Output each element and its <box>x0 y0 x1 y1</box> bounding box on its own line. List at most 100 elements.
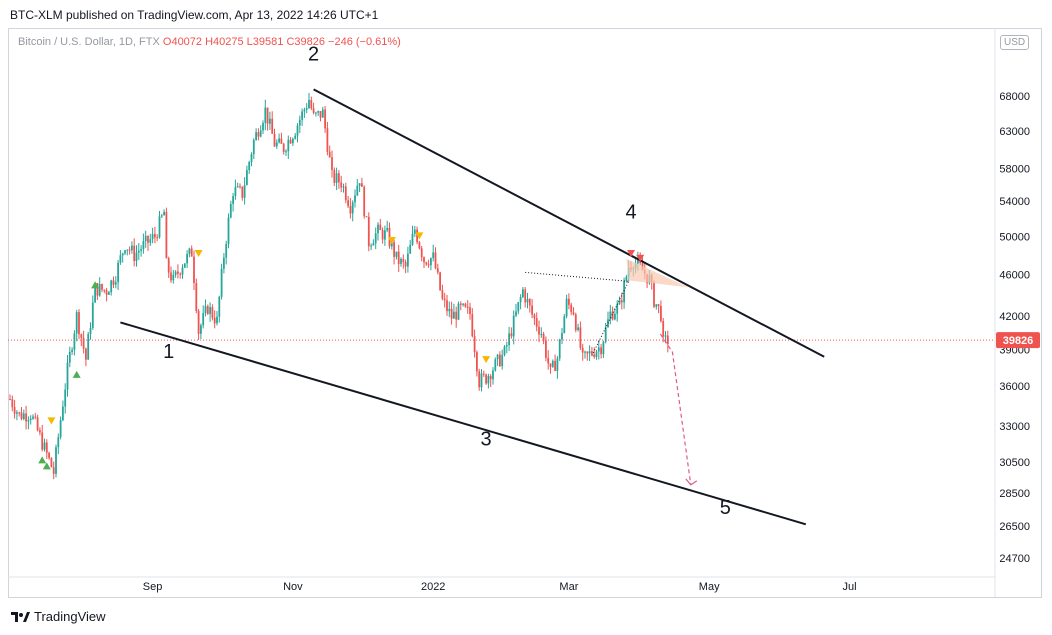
candle-body <box>296 125 299 136</box>
candle-body <box>402 258 405 263</box>
candle-body <box>41 432 44 450</box>
candle-body <box>186 253 188 264</box>
candle-body <box>436 268 439 273</box>
candle-body <box>489 375 492 380</box>
candle-body <box>572 312 575 315</box>
candle-body <box>533 314 536 319</box>
candle-body <box>36 417 39 431</box>
y-tick-label: 26500 <box>999 521 1030 533</box>
candle-body <box>213 317 216 324</box>
candle-body <box>167 258 170 273</box>
candle-body <box>515 311 517 316</box>
candle-body <box>202 312 205 326</box>
candle-body <box>443 298 446 301</box>
y-tick-label: 46000 <box>999 269 1030 281</box>
candle-body <box>395 251 398 257</box>
candle-body <box>317 111 320 113</box>
upper-trendline <box>313 88 825 358</box>
candle-body <box>144 235 147 241</box>
candle-body <box>124 250 126 254</box>
candle-body <box>381 230 384 240</box>
candle-body <box>269 118 271 124</box>
candle-body <box>370 245 372 247</box>
candle-body <box>623 280 625 303</box>
candle-body <box>43 442 46 450</box>
candle-body <box>278 138 280 143</box>
candle-body <box>565 298 568 317</box>
candle-body <box>264 107 267 123</box>
candle-body <box>448 308 451 312</box>
candle-body <box>9 399 11 401</box>
candle-body <box>312 108 315 113</box>
y-tick-label: 33000 <box>999 421 1030 433</box>
x-tick-label: Mar <box>559 581 578 593</box>
candle-body <box>82 337 85 349</box>
candle-body <box>577 327 579 331</box>
candle-body <box>372 243 375 246</box>
candle-body <box>595 351 598 357</box>
candle-body <box>593 354 596 357</box>
y-tick-label: 58000 <box>999 164 1030 176</box>
candle-body <box>94 283 96 303</box>
candle-body <box>324 109 326 129</box>
signal-marker-icon <box>47 417 56 425</box>
candle-body <box>89 327 92 335</box>
candle-body <box>540 333 543 335</box>
candle-body <box>119 255 122 263</box>
candle-body <box>232 196 234 204</box>
chart-frame <box>8 28 1042 598</box>
candle-body <box>510 333 513 337</box>
candle-body <box>535 318 538 327</box>
candle-body <box>177 271 179 274</box>
candle-body <box>188 248 191 254</box>
triangle-fill <box>626 258 689 288</box>
wave-label: 2 <box>308 44 319 66</box>
candle-body <box>655 304 658 307</box>
candle-body <box>568 298 570 305</box>
candle-body <box>616 304 619 314</box>
candle-body <box>441 290 444 299</box>
candle-body <box>653 282 655 307</box>
candle-body <box>499 354 501 367</box>
candle-body <box>18 412 21 414</box>
candle-body <box>71 349 73 352</box>
candle-body <box>400 258 402 264</box>
candle-body <box>618 300 621 305</box>
candle-body <box>485 374 487 384</box>
candle-body <box>179 273 182 275</box>
candle-body <box>476 352 478 372</box>
candle-body <box>657 304 660 306</box>
candle-body <box>225 243 228 258</box>
wave-label: 4 <box>625 201 636 223</box>
candle-body <box>246 170 248 186</box>
candle-body <box>91 302 94 328</box>
currency-button[interactable]: USD <box>1000 35 1030 50</box>
candle-body <box>367 216 370 247</box>
candle-body <box>303 109 306 112</box>
candle-body <box>390 242 393 247</box>
candle-body <box>257 132 260 137</box>
candle-body <box>427 264 430 266</box>
candle-body <box>227 217 230 244</box>
candle-body <box>216 316 218 324</box>
candle-body <box>547 357 550 364</box>
candle-body <box>462 303 464 305</box>
candle-body <box>384 230 386 240</box>
dotted-support-line <box>591 281 630 356</box>
candle-body <box>439 272 441 291</box>
y-tick-label: 30500 <box>999 457 1030 469</box>
candle-body <box>110 280 113 293</box>
ohlc-values: O40072 H40275 L39581 C39826 −246 (−0.61%… <box>162 36 401 48</box>
candle-body <box>87 334 90 360</box>
candle-body <box>602 341 605 355</box>
y-tick-label: 63000 <box>999 126 1030 138</box>
candle-body <box>62 406 64 421</box>
wave-label: 3 <box>481 429 492 451</box>
candle-body <box>133 245 136 262</box>
x-tick-label: Jul <box>842 581 856 593</box>
candle-body <box>611 311 614 320</box>
symbol-legend: Bitcoin / U.S. Dollar, 1D, FTX O40072 H4… <box>18 36 401 48</box>
candle-body <box>563 316 566 334</box>
x-tick-label: 2022 <box>421 581 445 593</box>
